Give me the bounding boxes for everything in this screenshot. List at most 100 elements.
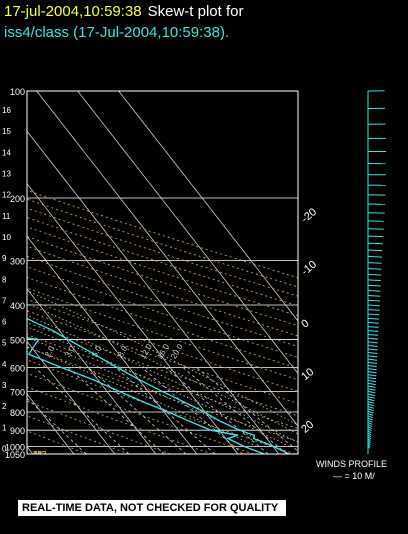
wind-barb <box>367 438 371 442</box>
dry-adiabat-label: 373 <box>33 450 47 459</box>
winds-scale-label: — = 10 M/ <box>333 471 375 481</box>
wind-barb <box>367 382 376 386</box>
dry-adiabat-label: 283 <box>33 450 47 459</box>
isotherm-line <box>27 235 198 454</box>
wind-barb <box>367 268 382 270</box>
dry-adiabat-label: 423 <box>33 450 47 459</box>
wind-barb <box>367 326 379 328</box>
right-temperature-label: 0 <box>299 317 311 330</box>
wind-barb <box>367 348 378 351</box>
wind-barb <box>367 406 375 409</box>
wind-barb <box>367 361 378 364</box>
wind-barb <box>367 413 374 416</box>
wind-barb <box>367 426 372 430</box>
wind-barb <box>367 368 377 371</box>
dry-adiabat-label: 393 <box>33 450 47 459</box>
dry-adiabat-label: 343 <box>33 450 47 459</box>
moist-adiabat-line <box>27 346 257 447</box>
height-tick-label: 6 <box>2 318 7 327</box>
mixing-ratio-label: 3.0 <box>63 344 77 359</box>
mixing-ratio-line <box>182 367 288 454</box>
wind-barb <box>367 415 374 419</box>
dry-adiabat-label: 253 <box>33 450 47 459</box>
isotherm-line <box>36 91 298 427</box>
wind-barb <box>367 388 376 391</box>
dry-adiabat-label: 333 <box>33 450 47 459</box>
wind-barb <box>367 377 377 380</box>
height-tick-label: 15 <box>2 127 11 136</box>
height-tick-label: 9 <box>2 254 7 263</box>
pressure-tick-label: 1050 <box>5 450 25 460</box>
wind-barb <box>367 242 383 245</box>
moist-adiabat-line <box>27 326 290 447</box>
chart-grid: 0.41.02.03.05.08.012.016.020.02432532632… <box>27 91 298 459</box>
wind-barb <box>367 374 377 377</box>
height-tick-label: 13 <box>2 170 11 179</box>
pressure-tick-label: 700 <box>10 387 25 397</box>
wind-barb <box>367 419 373 423</box>
dry-adiabat-label: 403 <box>33 450 47 459</box>
wind-barb <box>367 355 378 358</box>
dry-adiabat-label: 363 <box>33 450 47 459</box>
wind-barb <box>367 396 375 399</box>
right-temperature-label: 20 <box>299 419 316 436</box>
wind-barb <box>367 430 372 434</box>
height-tick-label: 1 <box>2 423 7 432</box>
wind-barb <box>367 422 373 425</box>
wind-barb <box>367 289 381 292</box>
isotherm-line <box>27 288 157 454</box>
plot-title: 17-jul-2004,10:59:38 Skew-t plot for <box>4 3 243 20</box>
height-tick-label: 3 <box>2 381 7 390</box>
dry-adiabat-label: 353 <box>33 450 47 459</box>
wind-barb <box>367 337 378 340</box>
wind-barb <box>367 408 374 412</box>
plot-type-label: Skew-t plot for <box>147 3 244 20</box>
wind-barb <box>367 385 376 388</box>
mixing-ratio-label: 20.0 <box>169 342 185 360</box>
mixing-ratio-line <box>141 367 244 454</box>
quality-warning: REAL-TIME DATA, NOT CHECKED FOR QUALITY <box>18 500 287 516</box>
dry-adiabat-label: 323 <box>33 450 47 459</box>
wind-barb <box>367 371 377 374</box>
height-tick-label: 7 <box>2 296 7 305</box>
wind-barb <box>367 365 377 368</box>
dry-adiabat-label: 273 <box>33 450 47 459</box>
wind-barb <box>367 440 371 444</box>
pressure-tick-label: 800 <box>10 408 25 418</box>
mixing-ratio-line <box>196 367 298 452</box>
isotherm-line <box>118 91 298 322</box>
wind-barb <box>367 379 377 383</box>
wind-barb <box>367 398 375 402</box>
pressure-tick-label: 500 <box>10 335 25 345</box>
dry-adiabat-label: 383 <box>33 450 47 459</box>
mixing-ratio-line <box>88 367 187 454</box>
winds-profile-label: WINDS PROFILE <box>316 459 388 469</box>
wind-barb <box>367 304 380 307</box>
mixing-ratio-line <box>27 397 87 454</box>
height-tick-label: 16 <box>2 106 11 115</box>
height-tick-label: 14 <box>2 148 11 157</box>
pressure-tick-label: 200 <box>10 194 25 204</box>
wind-barb <box>367 424 373 428</box>
temperature-line <box>27 317 290 454</box>
dry-adiabat-label: 413 <box>33 450 47 459</box>
sounding-series <box>27 317 290 454</box>
height-tick-label: 0 <box>2 444 7 453</box>
mixing-ratio-label: 2.0 <box>43 344 57 359</box>
wind-barb <box>367 255 383 258</box>
mixing-ratio-line <box>115 367 216 454</box>
wind-barb <box>367 345 378 347</box>
dry-adiabat-label: 243 <box>33 450 47 459</box>
wind-barb <box>367 273 382 276</box>
wind-barb <box>367 410 374 414</box>
wind-barb <box>367 393 376 397</box>
dry-adiabat-line <box>27 359 296 454</box>
pressure-tick-label: 300 <box>10 257 25 267</box>
isotherm-line <box>27 183 239 454</box>
wind-barb <box>367 442 371 445</box>
wind-barb <box>367 444 371 447</box>
dewpoint-line <box>27 337 265 454</box>
pressure-tick-label: 400 <box>10 301 25 311</box>
wind-barb <box>367 262 382 264</box>
wind-barb <box>367 390 376 394</box>
